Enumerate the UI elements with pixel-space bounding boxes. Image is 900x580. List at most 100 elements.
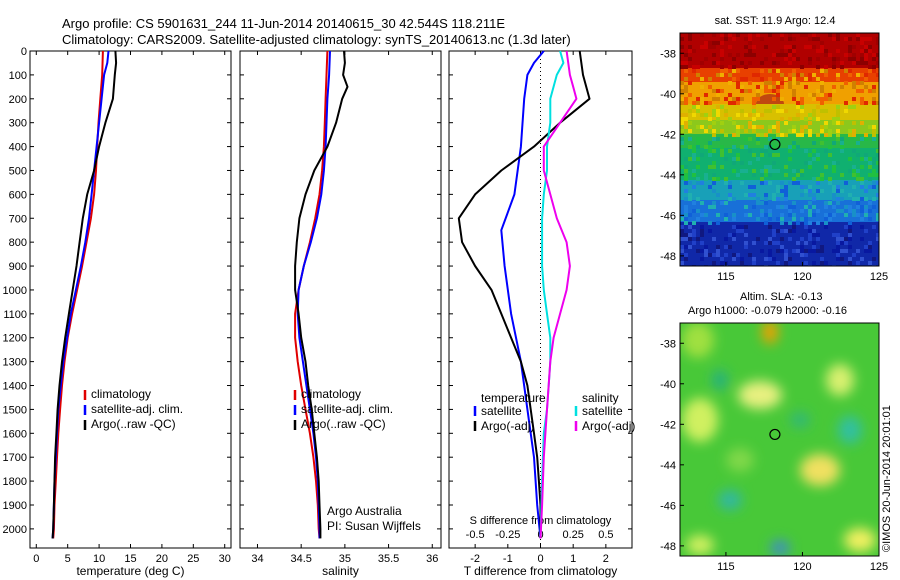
plot-frame-0 xyxy=(29,50,232,549)
depth-tick-label: 200 xyxy=(9,94,27,106)
legend-label: climatology xyxy=(91,387,151,401)
sst-axis-ticks: 115 120 125 -38 -40 -42 -44 -46 -48 xyxy=(660,48,888,283)
sla-subtitle: Argo h1000: -0.079 h2000: -0.16 xyxy=(688,305,847,317)
map-y-tick-label: -38 xyxy=(660,338,676,350)
x-tick-label: 34.5 xyxy=(290,553,311,565)
map-y-tick-label: -48 xyxy=(660,541,676,553)
depth-tick-label: 2000 xyxy=(3,524,27,536)
depth-tick-label: 1100 xyxy=(3,309,27,321)
sla-map-frame xyxy=(679,322,880,557)
map-x-tick-label: 120 xyxy=(793,271,811,283)
map-y-tick-label: -48 xyxy=(660,251,676,263)
x-tick-label: 0 xyxy=(537,553,543,565)
map-x-tick-label: 125 xyxy=(870,271,888,283)
map-y-tick-label: -40 xyxy=(660,89,676,101)
map-x-tick-label: 120 xyxy=(793,561,811,573)
depth-tick-label: 1300 xyxy=(3,357,27,369)
map-y-tick-label: -46 xyxy=(660,210,676,222)
salinity-panel: 34 34.5 35 35.5 36 salinity climatologysatelli… xyxy=(239,50,442,578)
x-tick-label: 15 xyxy=(124,553,136,565)
series-line-argo-raw-qc xyxy=(294,50,349,539)
sst-title: sat. SST: 11.9 Argo: 12.4 xyxy=(715,15,836,27)
depth-tick-label: 1700 xyxy=(3,452,27,464)
x-tick-label: -1 xyxy=(503,553,513,565)
x-tick-label: 30 xyxy=(219,553,231,565)
sst-argo-location-marker xyxy=(769,138,781,151)
depth-tick-label: 1400 xyxy=(3,381,27,393)
header-line-1: Argo profile: CS 5901631_244 11-Jun-2014… xyxy=(62,16,505,31)
depth-tick-label: 1600 xyxy=(3,428,27,440)
salinity-difference-tick-label: -0.25 xyxy=(495,529,520,541)
x-tick-label: 2 xyxy=(603,553,609,565)
series-line-satellite-adj-clim xyxy=(51,50,110,539)
series-line-temperature-argo-adj xyxy=(457,50,591,539)
x-tick-label: 20 xyxy=(156,553,168,565)
map-y-tick-label: -44 xyxy=(660,460,676,472)
map-y-tick-label: -38 xyxy=(660,48,676,60)
sla-heatmap xyxy=(680,323,879,556)
legend-label: satellite xyxy=(582,404,623,418)
legend-label: Argo(-adj) xyxy=(582,419,635,433)
sla-anomaly-blobs xyxy=(682,323,876,556)
legend-temperature-title: temperature xyxy=(481,391,546,405)
imos-timestamp: ©IMOS 20-Jun-2014 20:01:01 xyxy=(881,405,893,552)
x-tick-label: 35.5 xyxy=(378,553,399,565)
map-y-tick-label: -40 xyxy=(660,379,676,391)
sla-title: Altim. SLA: -0.13 xyxy=(740,291,823,303)
x-tick-label: 25 xyxy=(187,553,199,565)
depth-tick-label: 100 xyxy=(9,70,27,82)
x-tick-label: 0 xyxy=(33,553,39,565)
legend-label: Argo(-adj) xyxy=(481,419,534,433)
series-line-climatology xyxy=(294,50,329,539)
map-x-tick-label: 115 xyxy=(717,561,735,573)
x-axis-label: T difference from climatology xyxy=(464,564,618,578)
series-line-argo-raw-qc xyxy=(51,50,118,539)
sla-axis-ticks: 115 120 125 -38 -40 -42 -44 -46 -48 xyxy=(660,338,888,573)
map-y-tick-label: -46 xyxy=(660,500,676,512)
x-axis-label: salinity xyxy=(322,564,359,578)
x-tick-label: 36 xyxy=(426,553,438,565)
legend-label: satellite-adj. clim. xyxy=(91,402,183,416)
sst-heatmap xyxy=(680,33,879,266)
sst-band-hot xyxy=(680,68,879,82)
depth-tick-label: 300 xyxy=(9,118,27,130)
legend-label: Argo(..raw -QC) xyxy=(301,417,386,431)
map-y-tick-label: -42 xyxy=(660,419,676,431)
x-tick-label: 35 xyxy=(339,553,351,565)
legend-label: satellite-adj. clim. xyxy=(301,402,393,416)
legend-label: satellite xyxy=(481,404,522,418)
header-line-2: Climatology: CARS2009. Satellite-adjuste… xyxy=(62,32,571,47)
depth-tick-label: 500 xyxy=(9,165,27,177)
legend-label: climatology xyxy=(301,387,361,401)
x-tick-label: 10 xyxy=(93,553,105,565)
temperature-panel: 0100200300400500600700800900100011001200… xyxy=(3,46,232,578)
series-line-salinity-argo-adj xyxy=(539,50,578,539)
salinity-difference-tick-label: -0.5 xyxy=(466,529,485,541)
legend-salinity-title: salinity xyxy=(582,391,619,405)
series-line-temperature-satellite xyxy=(500,50,545,539)
map-y-tick-label: -42 xyxy=(660,129,676,141)
salinity-difference-tick-label: 0.5 xyxy=(598,529,613,541)
sst-map-frame xyxy=(679,32,880,267)
credit-line-2: PI: Susan Wijffels xyxy=(327,519,421,533)
x-axis-label: temperature (deg C) xyxy=(76,564,184,578)
x-tick-label: -2 xyxy=(470,553,480,565)
sst-speckle xyxy=(680,33,879,266)
legend-label: Argo(..raw -QC) xyxy=(91,417,176,431)
depth-tick-label: 400 xyxy=(9,142,27,154)
map-x-tick-label: 115 xyxy=(717,271,735,283)
x-tick-label: 1 xyxy=(570,553,576,565)
series-line-climatology xyxy=(52,50,104,539)
depth-tick-label: 800 xyxy=(9,237,27,249)
depth-tick-label: 1900 xyxy=(3,500,27,512)
sla-map-panel: Altim. SLA: -0.13 Argo h1000: -0.079 h20… xyxy=(660,291,888,573)
depth-tick-label: 700 xyxy=(9,213,27,225)
map-y-tick-label: -44 xyxy=(660,170,676,182)
x-tick-label: 5 xyxy=(65,553,71,565)
map-x-tick-label: 125 xyxy=(870,561,888,573)
x-tick-label: 34 xyxy=(251,553,263,565)
sla-argo-location-marker xyxy=(769,428,781,441)
depth-tick-label: 1800 xyxy=(3,476,27,488)
salinity-difference-tick-label: 0.25 xyxy=(562,529,583,541)
